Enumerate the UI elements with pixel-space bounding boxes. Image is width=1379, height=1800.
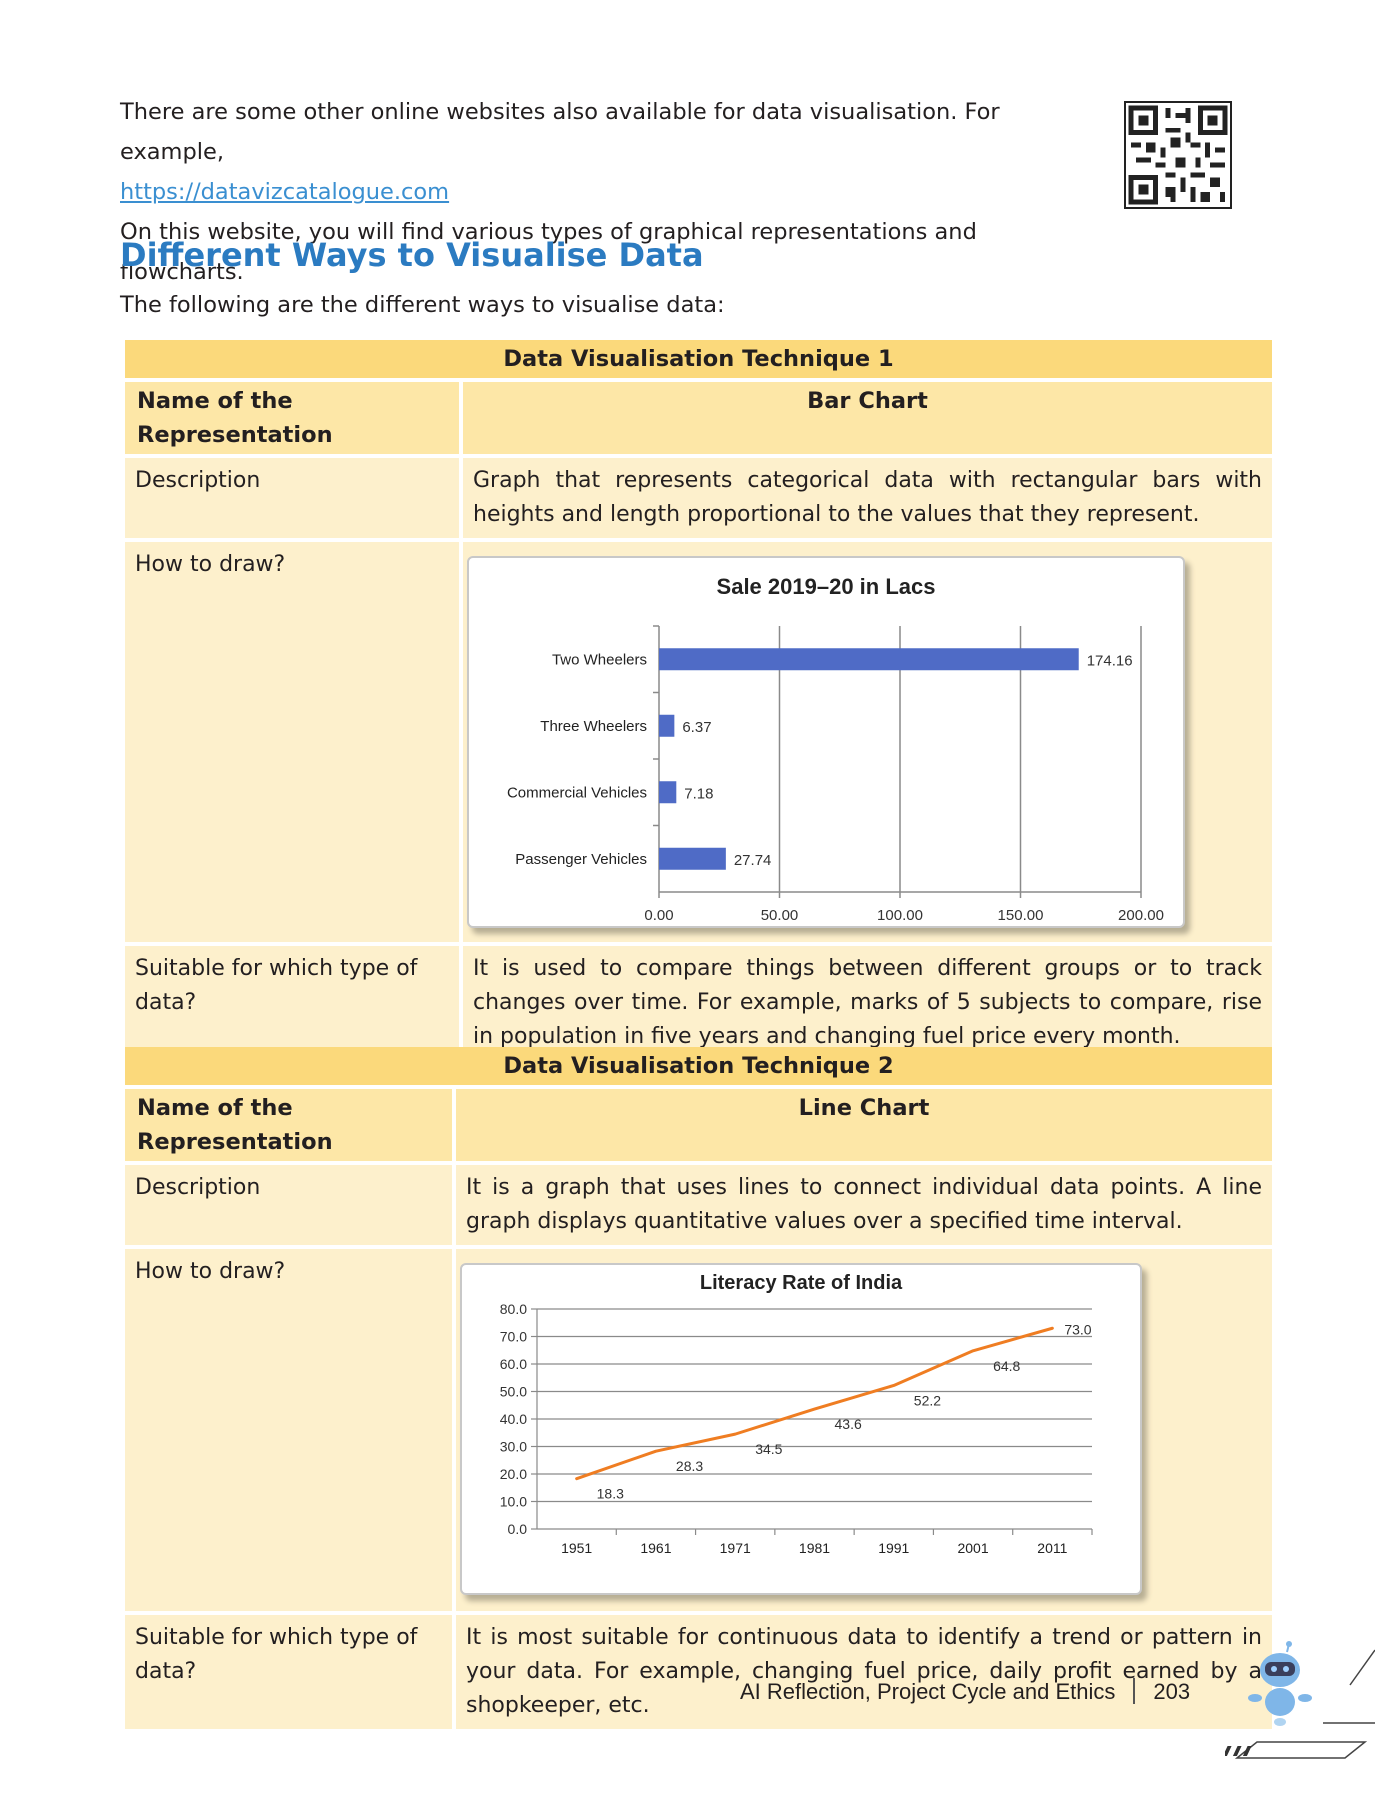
technique-1-table: Data Visualisation Technique 1 Name of t… <box>121 336 1276 1064</box>
y-tick-label: 30.0 <box>500 1439 527 1455</box>
intro-line: There are some other online websites als… <box>120 99 1000 165</box>
representation-name: Line Chart <box>456 1089 1272 1161</box>
y-tick-label: Three Wheelers <box>540 718 647 735</box>
suitable-value: It is used to compare things between dif… <box>463 946 1272 1060</box>
x-tick-label: 0.00 <box>644 907 673 924</box>
x-tick-label: 1951 <box>561 1540 592 1556</box>
book-title: AI Reflection, Project Cycle and Ethics <box>740 1679 1116 1704</box>
data-label: 174.16 <box>1087 652 1133 669</box>
bar <box>659 714 675 737</box>
technique-2-table: Data Visualisation Technique 2 Name of t… <box>121 1043 1276 1733</box>
description-label: Description <box>125 1165 452 1245</box>
page-number: 203 <box>1153 1679 1191 1704</box>
data-label: 6.37 <box>682 719 711 736</box>
y-tick-label: 20.0 <box>500 1466 527 1482</box>
representation-name: Bar Chart <box>463 382 1272 454</box>
name-label: Name of the Representation <box>125 382 459 454</box>
line-chart-container: Literacy Rate of India 0.0 10.0 20.0 30.0 40.… <box>460 1263 1142 1595</box>
x-tick-label: 50.00 <box>761 907 799 924</box>
data-line <box>575 1326 1054 1481</box>
data-label: 18.3 <box>597 1486 624 1502</box>
data-label: 52.2 <box>914 1392 941 1408</box>
y-tick-label: 10.0 <box>500 1494 527 1510</box>
datavizcatalogue-link[interactable]: https://datavizcatalogue.com <box>120 179 450 205</box>
chart-title: Sale 2019–20 in Lacs <box>717 574 936 599</box>
data-label: 28.3 <box>676 1458 703 1474</box>
y-tick-label: 60.0 <box>500 1356 527 1372</box>
data-label: 34.5 <box>755 1441 782 1457</box>
y-tick-label: 0.0 <box>508 1521 528 1537</box>
data-label: 27.74 <box>734 852 772 869</box>
x-tick-label: 1961 <box>640 1540 671 1556</box>
technique-title: Data Visualisation Technique 2 <box>125 1047 1272 1085</box>
intro-text: There are some other online websites als… <box>120 92 1020 292</box>
y-tick-label: Commercial Vehicles <box>507 784 647 801</box>
name-label: Name of the Representation <box>125 1089 452 1161</box>
robot-mascot-icon <box>1212 1640 1376 1764</box>
footer-divider <box>1133 1678 1136 1704</box>
y-tick-label: 80.0 <box>500 1301 527 1317</box>
page-footer: AI Reflection, Project Cycle and Ethics 2… <box>740 1678 1190 1705</box>
x-tick-label: 200.00 <box>1118 907 1164 924</box>
data-label: 64.8 <box>993 1358 1020 1374</box>
suitable-label: Suitable for which type of data? <box>125 1615 452 1729</box>
description-value: It is a graph that uses lines to connect… <box>456 1165 1272 1245</box>
qr-code <box>1124 101 1232 209</box>
bar-chart: Sale 2019–20 in Lacs 0.00 50.00 100.00 150.0… <box>507 574 1164 924</box>
suitable-label: Suitable for which type of data? <box>125 946 459 1060</box>
how-to-draw-label: How to draw? <box>125 542 459 942</box>
chart-title: Literacy Rate of India <box>700 1272 903 1294</box>
x-tick-label: 1971 <box>720 1540 751 1556</box>
y-tick-label: 70.0 <box>500 1329 527 1345</box>
data-label: 7.18 <box>684 785 713 802</box>
x-tick-label: 2001 <box>957 1540 988 1556</box>
bar <box>659 847 726 870</box>
intro-line: On this website, you will find various t… <box>120 219 977 285</box>
y-tick-label: 40.0 <box>500 1411 527 1427</box>
y-tick-label: 50.0 <box>500 1384 527 1400</box>
bar <box>659 648 1079 671</box>
section-lead: The following are the different ways to … <box>120 292 725 318</box>
description-label: Description <box>125 458 459 538</box>
bar-chart-container: Sale 2019–20 in Lacs 0.00 50.00 100.00 150.0… <box>467 556 1185 928</box>
suitable-value: It is most suitable for continuous data … <box>456 1615 1272 1729</box>
description-value: Graph that represents categorical data w… <box>463 458 1272 538</box>
line-chart: Literacy Rate of India 0.0 10.0 20.0 30.0 40.… <box>500 1272 1093 1556</box>
x-tick-label: 1981 <box>799 1540 830 1556</box>
x-tick-label: 100.00 <box>877 907 923 924</box>
x-tick-label: 150.00 <box>998 907 1044 924</box>
x-tick-label: 2011 <box>1037 1540 1067 1556</box>
x-tick-label: 1991 <box>878 1540 909 1556</box>
section-heading: Different Ways to Visualise Data <box>120 236 704 274</box>
y-tick-label: Two Wheelers <box>552 651 647 668</box>
data-label: 73.0 <box>1064 1321 1091 1337</box>
y-tick-label: Passenger Vehicles <box>515 851 647 868</box>
how-to-draw-label: How to draw? <box>125 1249 452 1611</box>
technique-title: Data Visualisation Technique 1 <box>125 340 1272 378</box>
data-label: 43.6 <box>835 1416 862 1432</box>
bar <box>659 781 677 804</box>
